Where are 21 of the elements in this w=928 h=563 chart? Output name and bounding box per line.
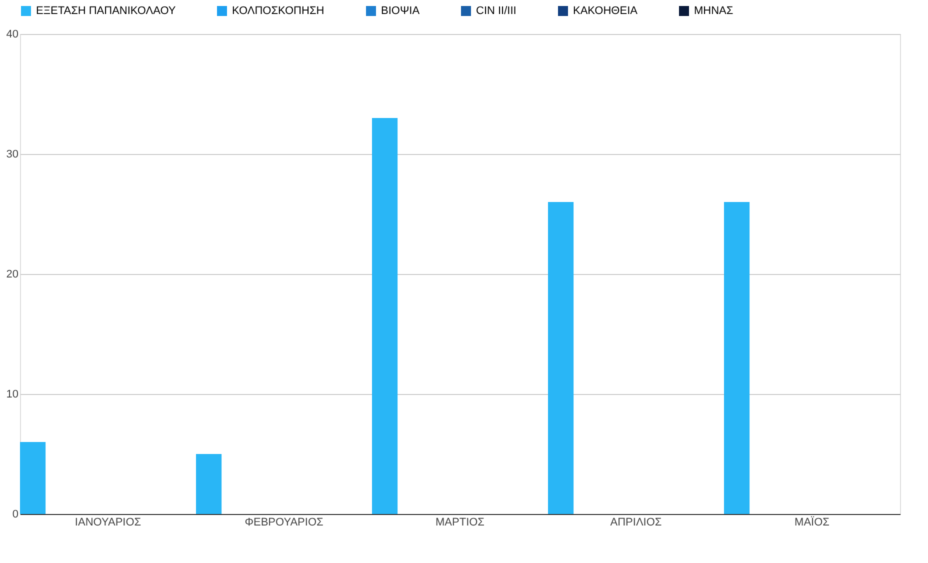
y-tick-label: 0 (12, 508, 18, 520)
legend-label: ΕΞΕΤΑΣΗ ΠΑΠΑΝΙΚΟΛΑΟΥ (36, 5, 176, 17)
x-tick-label: ΜΑΪΟΣ (794, 516, 830, 528)
legend-label: ΚΟΛΠΟΣΚΟΠΗΣΗ (232, 5, 324, 17)
bar (372, 118, 398, 514)
y-tick-label: 40 (6, 28, 18, 40)
legend-label: ΒΙΟΨΙΑ (381, 5, 420, 17)
x-tick-label: ΙΑΝΟΥΑΡΙΟΣ (74, 516, 142, 528)
bar (196, 454, 222, 514)
bar (20, 442, 46, 514)
x-tick-label: ΦΕΒΡΟΥΑΡΙΟΣ (244, 516, 324, 528)
legend-label: ΜΗΝΑΣ (694, 5, 734, 17)
x-tick-label: ΜΑΡΤΙΟΣ (436, 516, 485, 528)
legend-label: ΚΑΚΟΗΘΕΙΑ (573, 5, 638, 17)
bar (724, 202, 750, 514)
y-tick-label: 10 (6, 388, 18, 400)
x-tick-label: ΑΠΡΙΛΙΟΣ (610, 516, 662, 528)
y-tick-label: 30 (6, 148, 18, 160)
bar (548, 202, 574, 514)
legend-label: CIN II/III (476, 5, 516, 17)
y-tick-label: 20 (6, 268, 18, 280)
